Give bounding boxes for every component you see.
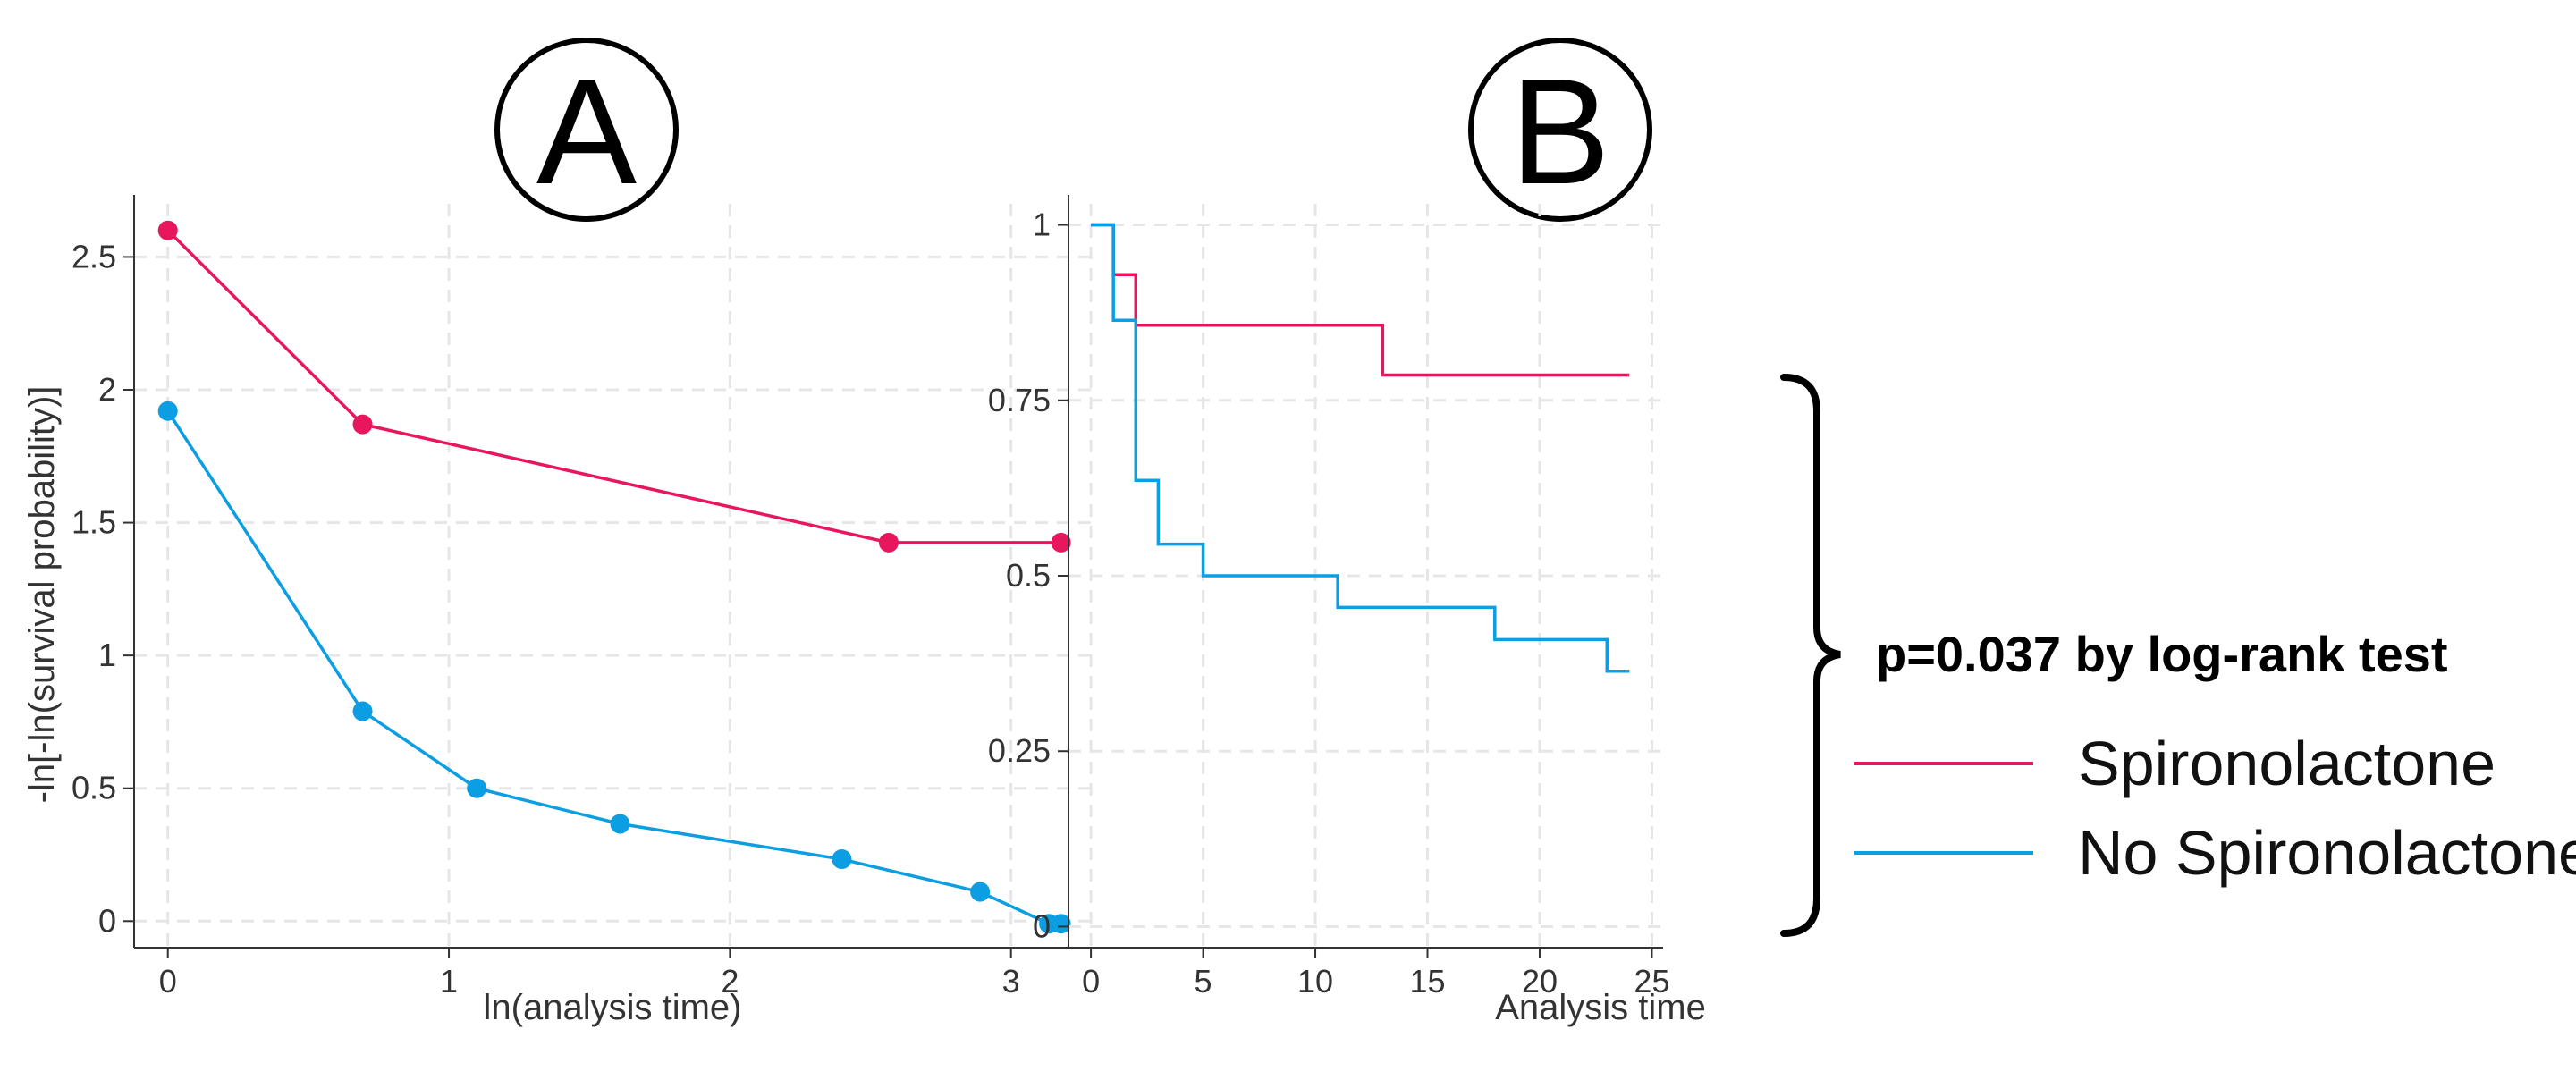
chart-a-grid — [134, 204, 1095, 948]
panel-a-label: A — [494, 38, 679, 222]
chart-b-xtick-label: 0 — [1082, 963, 1100, 1000]
panel-a-circle — [494, 38, 679, 222]
chart-a: 0 0.5 1 1.5 2 2.5 0 1 2 3 ln(analysis time) -ln[-… — [22, 195, 1095, 1027]
chart-a-point-no_spironolactone — [157, 401, 178, 421]
chart-b-xtick-label: 15 — [1409, 963, 1445, 1000]
chart-b-xtick-label: 20 — [1522, 963, 1558, 1000]
legend: Spironolactone No Spironolactone — [1854, 729, 2576, 888]
chart-a-xtick-label: 3 — [1002, 963, 1020, 1000]
chart-a-xtick-label: 2 — [721, 963, 739, 1000]
chart-a-ytick-label: 0 — [98, 902, 116, 939]
chart-b-xtick-label: 5 — [1195, 963, 1212, 1000]
chart-b-line-no_spironolactone — [1091, 223, 1630, 673]
chart-a-ytick-label: 1.5 — [72, 504, 116, 541]
legend-label-no-spironolactone: No Spironolactone — [2078, 818, 2576, 888]
chart-a-point-no_spironolactone — [467, 778, 487, 798]
chart-a-line-spironolactone — [166, 229, 1061, 544]
chart-a-xlabel: ln(analysis time) — [484, 988, 742, 1027]
panel-b-label: B — [1468, 38, 1652, 222]
pvalue-annotation: p=0.037 by log-rank test — [1876, 626, 2448, 682]
legend-item-no-spironolactone: No Spironolactone — [1854, 818, 2576, 888]
chart-a-xtick-label: 1 — [440, 963, 458, 1000]
chart-b-ytick-label: 0 — [1033, 907, 1051, 944]
chart-b-ytick-label: 1 — [1033, 207, 1051, 243]
chart-b-xtick-label: 25 — [1634, 963, 1669, 1000]
chart-a-ytick-label: 1 — [98, 637, 116, 673]
panel-a-letter: A — [536, 47, 637, 215]
chart-a-ylabel: -ln[-ln(survival probability)] — [22, 386, 62, 804]
chart-b-ytick-label: 0.75 — [988, 382, 1051, 418]
legend-item-spironolactone: Spironolactone — [1854, 729, 2496, 798]
chart-a-axes: 0 0.5 1 1.5 2 2.5 0 1 2 3 — [72, 195, 1095, 1000]
pvalue-bracket — [1780, 374, 1841, 937]
legend-label-spironolactone: Spironolactone — [2078, 729, 2496, 798]
chart-a-line-no_spironolactone — [166, 409, 1061, 926]
chart-b-series — [1091, 223, 1630, 673]
chart-b-line-spironolactone — [1091, 223, 1630, 377]
chart-a-point-no_spironolactone — [832, 849, 852, 870]
chart-a-point-spironolactone — [878, 532, 899, 553]
chart-a-point-no_spironolactone — [610, 814, 630, 834]
panel-b-letter: B — [1510, 47, 1610, 215]
chart-a-point-no_spironolactone — [352, 701, 373, 721]
chart-a-xtick-label: 0 — [159, 963, 177, 1000]
chart-b-xlabel: Analysis time — [1495, 988, 1706, 1027]
chart-b-ytick-label: 0.25 — [988, 732, 1051, 769]
chart-a-point-no_spironolactone — [1051, 914, 1071, 934]
chart-a-point-spironolactone — [352, 414, 373, 435]
chart-a-ytick-label: 2 — [98, 371, 116, 408]
chart-a-ytick-label: 0.5 — [72, 770, 116, 806]
chart-a-ytick-label: 2.5 — [72, 238, 116, 274]
chart-b-grid — [1068, 204, 1663, 948]
chart-a-point-spironolactone — [157, 220, 178, 240]
panel-b-circle — [1468, 38, 1652, 222]
chart-b-xtick-label: 10 — [1297, 963, 1333, 1000]
chart-a-series — [157, 220, 1071, 934]
chart-a-point-spironolactone — [1051, 532, 1071, 553]
chart-a-point-no_spironolactone — [970, 882, 991, 902]
chart-b-ytick-label: 0.5 — [1006, 557, 1051, 594]
